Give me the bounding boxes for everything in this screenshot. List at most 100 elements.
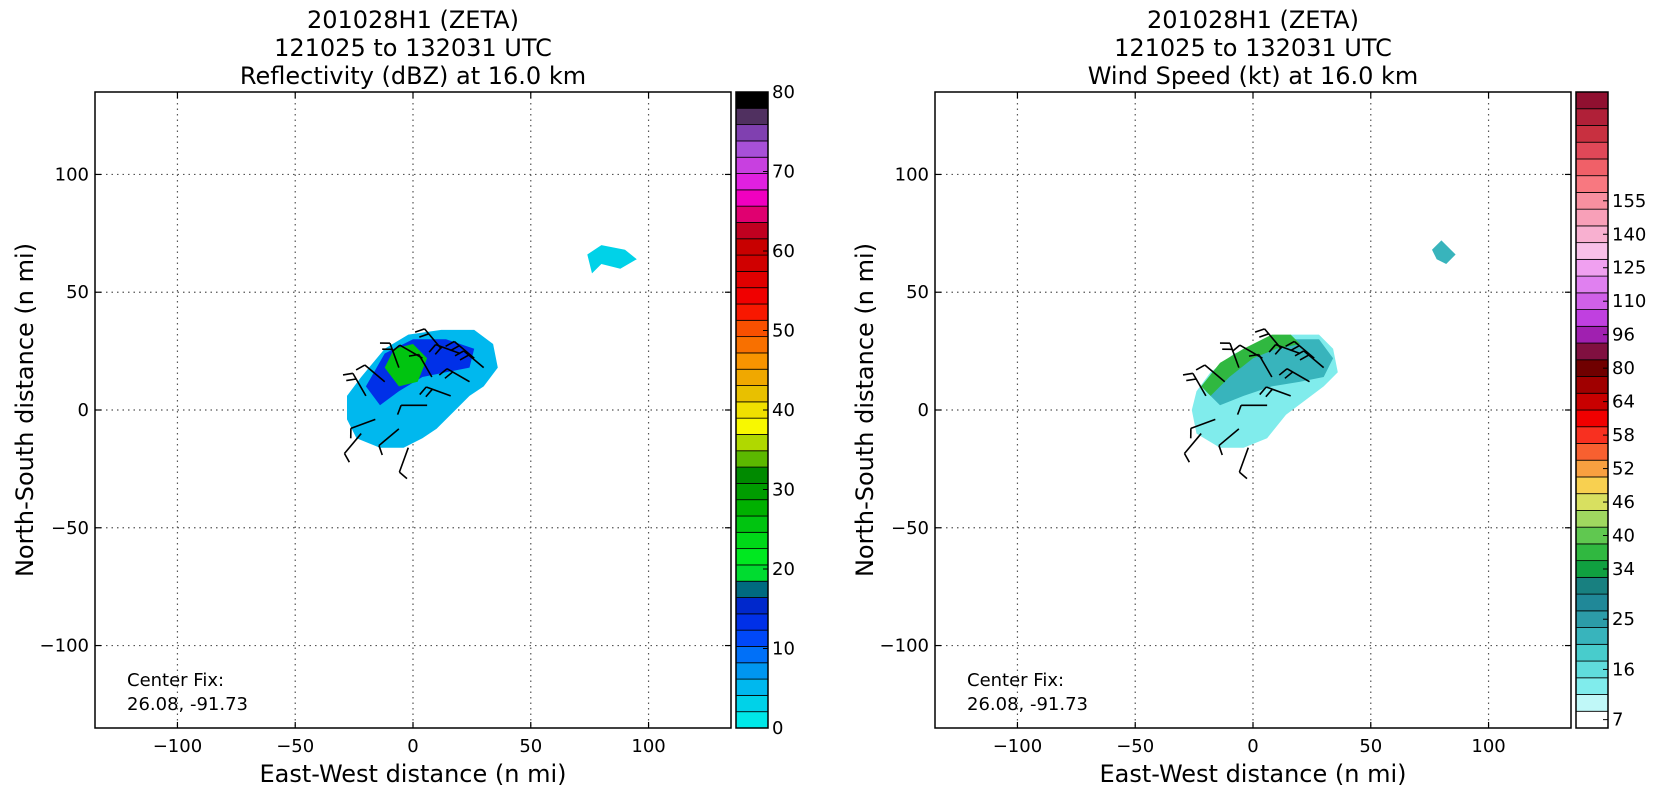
y-tick-label: −100 — [880, 636, 929, 657]
wind-barb — [1248, 353, 1273, 378]
colorbar-tick-label: 140 — [1612, 224, 1646, 245]
center-fix-annotation-line-1: Center Fix: — [127, 670, 224, 691]
wind-barb-flag — [1183, 453, 1191, 463]
wind-barb-flag — [1259, 333, 1269, 338]
wind-barb — [1236, 404, 1268, 415]
wind-barb-shaft — [418, 354, 433, 378]
wind-barb-flag — [1259, 386, 1267, 396]
colorbar-segment — [735, 189, 769, 207]
colorbar-tick-label: 10 — [772, 639, 795, 660]
x-tick-label: −100 — [993, 736, 1042, 757]
wind-barb-flag — [343, 453, 351, 463]
colorbar-tick-label: 80 — [1612, 358, 1635, 379]
wind-barb — [379, 342, 400, 368]
wind-barb — [355, 364, 386, 383]
y-axis-label: North-South distance (n mi) — [851, 243, 879, 577]
x-tick-label: 50 — [519, 736, 542, 757]
wind-barb-shaft — [1190, 418, 1216, 430]
colorbar-frame — [1575, 91, 1609, 729]
colorbar-segment — [735, 564, 769, 582]
wind-barb-flag — [408, 353, 419, 357]
wind-barb-flag — [434, 346, 443, 355]
x-tick-label: −50 — [276, 736, 314, 757]
wind-barb — [445, 340, 475, 359]
wind-barb-shaft — [425, 386, 451, 397]
wind-barb-flag — [444, 371, 454, 379]
wind-barb — [1182, 372, 1207, 397]
wind-barb — [1238, 447, 1250, 480]
wind-barb-flag — [391, 344, 401, 353]
colorbar-segment — [1575, 309, 1609, 327]
colorbar-segment — [735, 107, 769, 126]
wind-barb-flag — [428, 344, 437, 353]
colorbar-segment — [1575, 677, 1609, 695]
colorbar-tick-label: 46 — [1612, 492, 1635, 513]
wind-barb — [1218, 428, 1240, 456]
colorbar-tick-label: 34 — [1612, 559, 1635, 580]
colorbar-segment — [735, 222, 769, 240]
wind-barb-flag — [1218, 445, 1223, 456]
wind-barb — [1278, 368, 1310, 383]
colorbar-segment — [735, 254, 769, 272]
x-tick-label: 0 — [1247, 736, 1258, 757]
y-tick-label: 0 — [918, 400, 929, 421]
y-tick-label: 100 — [55, 164, 89, 185]
wind-barb — [454, 350, 485, 369]
colorbar-tick-label: 50 — [772, 321, 795, 342]
wind-barb-shaft — [1303, 350, 1325, 369]
wind-barb — [349, 418, 376, 439]
colorbar-segment — [735, 597, 769, 615]
x-tick-label: −50 — [1116, 736, 1154, 757]
y-tick-label: 0 — [78, 400, 89, 421]
wind-barb-flag — [1284, 371, 1294, 379]
wind-barb-flag — [459, 354, 470, 361]
wind-barb-shaft — [1293, 340, 1315, 359]
colorbar-segment — [1575, 409, 1609, 428]
wind-barb — [378, 428, 400, 456]
data-region-isolated-wind-northeast — [1432, 240, 1456, 264]
colorbar-segment — [735, 482, 769, 501]
chart-title-line-3: Wind Speed (kt) at 16.0 km — [1088, 62, 1419, 90]
colorbar-tick-label: 80 — [772, 82, 795, 103]
colorbar: 7 16 25 34 40 46 52 58 64 80 96 110 125 140 155 — [1575, 91, 1646, 731]
wind-barb-flag — [378, 445, 383, 456]
wind-barb-flag — [1195, 364, 1206, 371]
colorbar-segment — [1575, 576, 1609, 595]
colorbar-segment — [735, 319, 769, 338]
colorbar-segment — [1575, 443, 1609, 461]
chart-panel-2: −100 −50 0 50 100 −100 −50 0 50 100 201028H1 (ZETA… — [851, 6, 1646, 787]
colorbar-tick-label: 30 — [772, 480, 795, 501]
wind-barb — [391, 344, 423, 359]
x-tick-label: 100 — [631, 736, 665, 757]
wind-barb — [419, 386, 451, 398]
wind-barb-shaft — [453, 340, 475, 359]
colorbar-tick-label: 60 — [772, 241, 795, 262]
colorbar-segment — [1575, 376, 1609, 394]
wind-barb-flag — [1238, 471, 1248, 480]
colorbar-segment — [1575, 91, 1609, 110]
colorbar-segment — [1575, 543, 1609, 562]
center-fix-annotation-line-2: 26.08, -91.73 — [967, 694, 1088, 715]
wind-barb — [396, 404, 428, 415]
colorbar-segment — [735, 613, 769, 631]
wind-barb — [342, 372, 367, 397]
colorbar-tick-label: 0 — [772, 718, 783, 739]
wind-barb — [1285, 340, 1315, 359]
wind-barb-shaft — [1286, 368, 1310, 383]
wind-barb-flag — [454, 350, 465, 357]
wind-barb — [428, 343, 461, 355]
wind-barb — [1231, 344, 1263, 359]
wind-barb-shaft — [343, 433, 362, 454]
colorbar-segment — [735, 499, 769, 517]
wind-barb-shaft — [446, 368, 470, 383]
wind-barb-flag — [1186, 378, 1197, 382]
colorbar-segment — [1575, 510, 1609, 528]
wind-barb-shaft — [1258, 354, 1273, 378]
wind-barb — [343, 433, 362, 463]
colorbar-segment — [735, 368, 769, 386]
colorbar-segment — [735, 662, 769, 680]
wind-barb-shaft — [1229, 342, 1240, 368]
colorbar-segment — [1575, 108, 1609, 126]
wind-barb-flag — [1299, 354, 1310, 361]
